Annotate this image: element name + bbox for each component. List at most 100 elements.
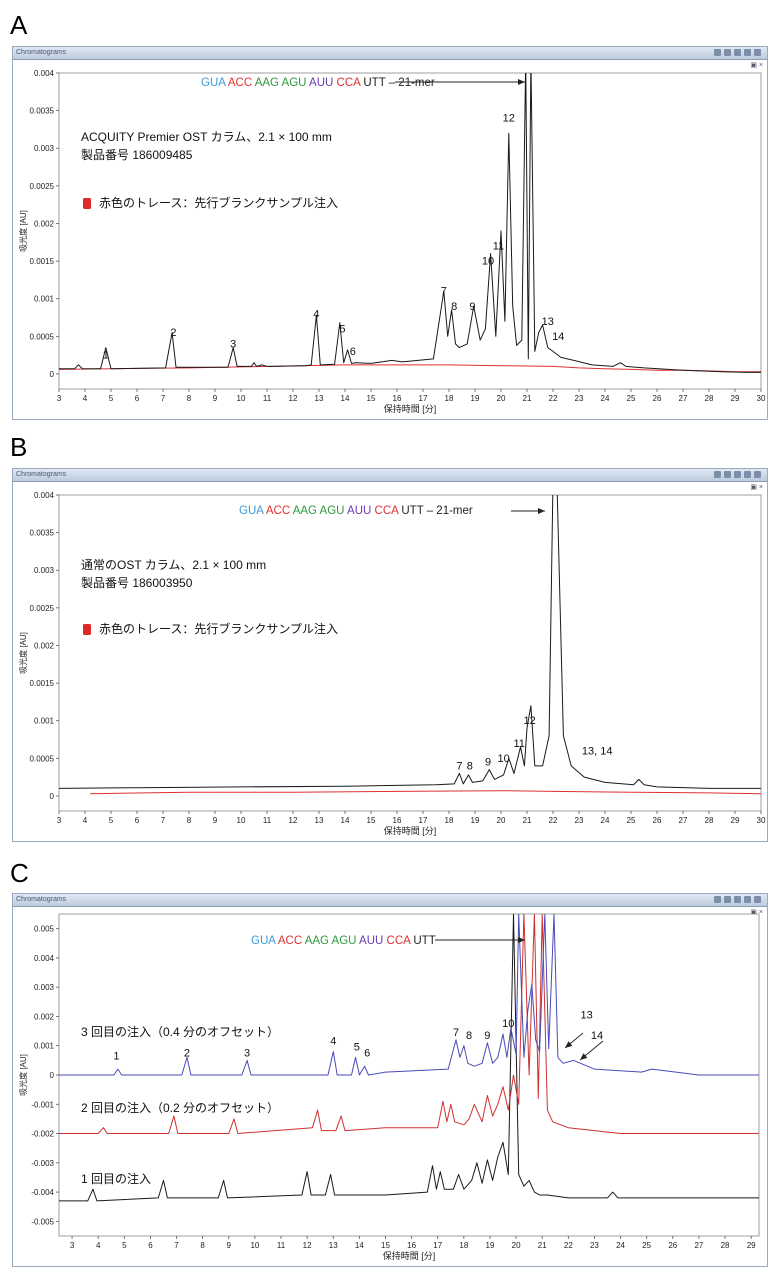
y-tick-label: -0.002 bbox=[31, 1130, 54, 1139]
peak-label: 2 bbox=[184, 1047, 190, 1059]
chromatogram-window-c: Chromatograms ▣ × -0.005 -0.004 -0.003 -0.0… bbox=[12, 893, 768, 1267]
y-axis-label: 吸光度 [AU] bbox=[18, 632, 28, 674]
peak-label: 3 bbox=[244, 1047, 250, 1059]
x-tick-label: 9 bbox=[213, 816, 218, 825]
close-icon[interactable]: ▣ × bbox=[750, 62, 763, 69]
x-tick-label: 19 bbox=[471, 816, 480, 825]
series-line bbox=[59, 914, 759, 1076]
column-note: 製品番号 186009485 bbox=[81, 148, 193, 162]
x-tick-label: 11 bbox=[263, 816, 272, 825]
x-tick-label: 28 bbox=[705, 394, 714, 403]
codon: AUU bbox=[356, 935, 383, 947]
x-tick-label: 26 bbox=[653, 816, 662, 825]
chart-c: -0.005 -0.004 -0.003 -0.002 -0.001 0 0.001 0.00… bbox=[18, 913, 760, 1261]
x-tick-label: 3 bbox=[57, 816, 62, 825]
codon: AAG bbox=[290, 505, 317, 517]
plot-area bbox=[58, 72, 762, 390]
x-tick-label: 12 bbox=[303, 1241, 312, 1250]
panel-letter-a: A bbox=[10, 10, 28, 40]
peak-label: 10 bbox=[482, 256, 494, 268]
x-tick-label: 7 bbox=[174, 1241, 179, 1250]
x-tick-label: 29 bbox=[731, 816, 740, 825]
peak-label: 11 bbox=[513, 738, 524, 750]
chromatogram-window-a: Chromatograms ▣ × 0 0.0005 0.001 0.0015 0.00… bbox=[12, 46, 768, 420]
x-tick-label: 28 bbox=[705, 816, 714, 825]
toolbar-icon[interactable] bbox=[724, 471, 731, 478]
y-tick-label: 0.0005 bbox=[30, 332, 55, 341]
x-tick-label: 25 bbox=[627, 816, 636, 825]
codon: AUU bbox=[344, 505, 371, 517]
peak-label: 11 bbox=[493, 241, 504, 253]
x-tick-label: 29 bbox=[747, 1241, 756, 1250]
panel-letter-b: B bbox=[10, 432, 28, 462]
codon: ACC bbox=[263, 505, 290, 517]
series-line bbox=[90, 790, 761, 795]
y-tick-label: -0.004 bbox=[31, 1188, 54, 1197]
series-line bbox=[59, 914, 759, 1134]
x-tick-label: 11 bbox=[263, 394, 272, 403]
toolbar bbox=[714, 49, 761, 56]
codon: AGU bbox=[279, 77, 306, 89]
peak-label: 9 bbox=[469, 301, 475, 313]
y-tick-label: 0.0025 bbox=[30, 182, 55, 191]
codon: AUU bbox=[306, 77, 333, 89]
y-tick-label: 0.0025 bbox=[30, 604, 55, 613]
x-tick-label: 17 bbox=[419, 394, 428, 403]
x-axis-label: 保持時間 [分] bbox=[384, 403, 437, 414]
toolbar-icon[interactable] bbox=[744, 896, 751, 903]
toolbar-icon[interactable] bbox=[754, 49, 761, 56]
x-tick-label: 10 bbox=[237, 816, 246, 825]
toolbar bbox=[714, 471, 761, 478]
y-tick-label: 0 bbox=[50, 1071, 55, 1080]
codon: CCA bbox=[333, 77, 361, 89]
panel-letter-c: C bbox=[10, 858, 29, 888]
peak-label: 13 bbox=[580, 1009, 592, 1021]
toolbar-icon[interactable] bbox=[724, 896, 731, 903]
close-icon[interactable]: ▣ × bbox=[750, 909, 763, 916]
toolbar-icon[interactable] bbox=[744, 471, 751, 478]
column-note: 通常のOST カラム、2.1 × 100 mm bbox=[81, 558, 266, 572]
toolbar-icon[interactable] bbox=[754, 896, 761, 903]
x-tick-label: 4 bbox=[96, 1241, 101, 1250]
peak-label: 5 bbox=[339, 323, 345, 335]
toolbar-icon[interactable] bbox=[714, 896, 721, 903]
x-tick-label: 23 bbox=[575, 394, 584, 403]
toolbar-icon[interactable] bbox=[724, 49, 731, 56]
x-tick-label: 22 bbox=[564, 1241, 573, 1250]
x-tick-label: 15 bbox=[367, 816, 376, 825]
x-tick-label: 26 bbox=[653, 394, 662, 403]
toolbar-icon[interactable] bbox=[714, 49, 721, 56]
x-tick-label: 12 bbox=[289, 816, 298, 825]
codon: AAG bbox=[302, 935, 329, 947]
x-tick-label: 18 bbox=[459, 1241, 468, 1250]
y-tick-label: 0.004 bbox=[34, 954, 55, 963]
chart-b: 0 0.0005 0.001 0.0015 0.002 0.0025 0.003 0.0035… bbox=[18, 491, 766, 836]
x-tick-label: 4 bbox=[83, 816, 88, 825]
x-tick-label: 27 bbox=[679, 816, 688, 825]
close-icon[interactable]: ▣ × bbox=[750, 484, 763, 491]
toolbar-icon[interactable] bbox=[744, 49, 751, 56]
x-tick-label: 24 bbox=[601, 394, 610, 403]
x-tick-label: 7 bbox=[161, 394, 166, 403]
peak-label: 9 bbox=[485, 757, 491, 769]
x-tick-label: 19 bbox=[486, 1241, 495, 1250]
codon: UTT bbox=[398, 505, 424, 517]
toolbar-icon[interactable] bbox=[734, 471, 741, 478]
x-axis-label: 保持時間 [分] bbox=[383, 1250, 436, 1261]
window-titlebar: Chromatograms bbox=[13, 894, 767, 907]
x-tick-label: 6 bbox=[135, 816, 140, 825]
x-tick-label: 18 bbox=[445, 816, 454, 825]
series-line bbox=[59, 495, 761, 789]
toolbar-icon[interactable] bbox=[754, 471, 761, 478]
x-tick-label: 18 bbox=[445, 394, 454, 403]
x-tick-label: 9 bbox=[227, 1241, 232, 1250]
y-tick-label: -0.005 bbox=[31, 1217, 54, 1226]
peak-label: 5 bbox=[354, 1042, 360, 1054]
legend-label: 赤色のトレース：先行ブランクサンプル注入 bbox=[99, 621, 338, 636]
y-tick-label: 0.004 bbox=[34, 491, 55, 500]
toolbar-icon[interactable] bbox=[734, 49, 741, 56]
toolbar-icon[interactable] bbox=[714, 471, 721, 478]
x-tick-label: 9 bbox=[213, 394, 218, 403]
toolbar-icon[interactable] bbox=[734, 896, 741, 903]
codon: ACC bbox=[225, 77, 252, 89]
